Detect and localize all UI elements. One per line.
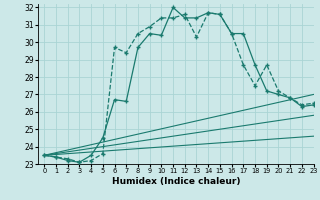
X-axis label: Humidex (Indice chaleur): Humidex (Indice chaleur) bbox=[112, 177, 240, 186]
